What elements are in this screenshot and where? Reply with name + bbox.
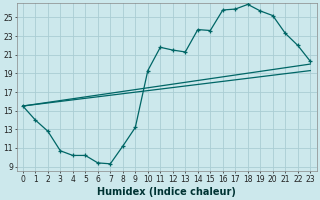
X-axis label: Humidex (Indice chaleur): Humidex (Indice chaleur)	[97, 187, 236, 197]
